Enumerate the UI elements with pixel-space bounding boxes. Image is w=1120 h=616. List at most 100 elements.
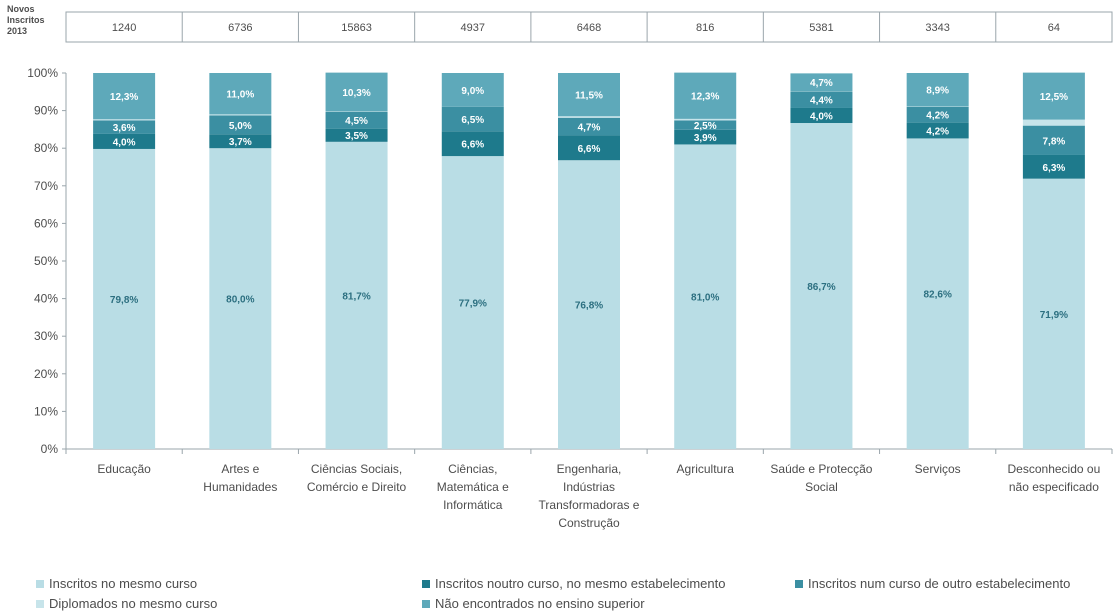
x-tick-label: Artes e (221, 462, 259, 476)
bar-segment (441, 106, 504, 132)
x-tick-label: Informática (443, 498, 503, 512)
data-label: 80,0% (226, 295, 254, 306)
bar-segment (674, 129, 737, 145)
bar-segment (558, 117, 620, 136)
legend-label: Inscritos num curso de outro estabelecim… (808, 576, 1071, 591)
bar-segment (209, 114, 272, 116)
bar-segment (790, 91, 853, 108)
x-tick-label: Ciências Sociais, (311, 462, 402, 476)
data-label: 4,5% (345, 116, 368, 127)
x-tick-label: Educação (97, 462, 151, 476)
data-label: 3,6% (113, 123, 136, 134)
bar-segment (790, 107, 853, 124)
header-value: 816 (696, 22, 714, 34)
y-tick-label: 20% (34, 367, 58, 381)
data-label: 4,0% (810, 111, 833, 122)
data-label: 6,6% (461, 140, 484, 151)
header-label-line: 2013 (7, 26, 27, 36)
y-tick-label: 30% (34, 329, 58, 343)
legend-item-diplomados: Diplomados no mesmo curso (36, 596, 217, 611)
bar-segment (441, 156, 504, 449)
header-label-line: Novos (7, 4, 35, 14)
bar-segment (209, 134, 272, 149)
bar-segment (1022, 125, 1085, 155)
data-label: 4,2% (926, 127, 949, 138)
x-tick-label: Matemática e (437, 480, 509, 494)
data-label: 11,0% (226, 90, 254, 101)
bar-segment (1022, 119, 1085, 126)
x-tick-label: Comércio e Direito (307, 480, 407, 494)
data-label: 5,0% (229, 121, 252, 132)
x-tick-label: Serviços (915, 462, 961, 476)
legend-label: Inscritos noutro curso, no mesmo estabel… (435, 576, 726, 591)
x-tick-label: Engenharia, (557, 462, 622, 476)
bar-segment (441, 131, 504, 157)
y-tick-label: 60% (34, 216, 58, 230)
data-label: 71,9% (1040, 310, 1068, 321)
data-label: 10,3% (342, 88, 370, 99)
bar-segment (93, 120, 156, 134)
data-label: 76,8% (575, 301, 603, 312)
header-value: 3343 (925, 22, 949, 34)
bar-segment (906, 122, 969, 139)
x-tick-label: Desconhecido ou (1008, 462, 1101, 476)
bar-segment (558, 160, 620, 449)
bar-segment (674, 118, 737, 121)
header-table-border (65, 11, 1113, 43)
bar-segment (325, 111, 388, 129)
data-label: 6,5% (461, 115, 484, 126)
y-tick-label: 90% (34, 104, 58, 118)
bar-segment (906, 138, 969, 449)
data-label: 7,8% (1042, 136, 1065, 147)
bar-segment (325, 141, 388, 450)
x-tick-label: não especificado (1009, 480, 1099, 494)
x-tick-label: Ciências, (448, 462, 497, 476)
bar-segment (674, 72, 737, 119)
x-tick-label: Social (805, 480, 838, 494)
header-value: 15863 (341, 22, 372, 34)
bar-segment (1022, 154, 1085, 179)
x-tick-label: Saúde e Protecção (770, 462, 872, 476)
data-label: 4,0% (113, 137, 136, 148)
data-label: 4,4% (810, 96, 833, 107)
legend-item-inscritos-mesmo-curso: Inscritos no mesmo curso (36, 576, 197, 591)
data-label: 86,7% (807, 282, 835, 293)
bar-segment (558, 135, 620, 161)
x-tick-label: Indústrias (563, 480, 615, 494)
y-tick-label: 80% (34, 141, 58, 155)
header-label-line: Inscritos (7, 15, 45, 25)
header-value: 5381 (809, 22, 833, 34)
data-label: 12,3% (691, 92, 719, 103)
bar-segment (209, 115, 272, 135)
bar-segment (558, 73, 620, 117)
bar-segment (93, 119, 156, 121)
y-tick-label: 100% (27, 66, 58, 80)
legend-label: Diplomados no mesmo curso (49, 596, 218, 611)
legend-label: Inscritos no mesmo curso (49, 576, 198, 591)
data-label: 3,9% (694, 133, 717, 144)
bar-segment (790, 123, 853, 450)
legend-swatch (422, 579, 430, 588)
bar-segment (325, 128, 388, 142)
data-label: 6,3% (1042, 163, 1065, 174)
bar-segment (93, 148, 156, 449)
bar-segment (790, 73, 853, 92)
data-label: 2,5% (694, 121, 717, 132)
bar-segment (209, 148, 272, 449)
header-value: 1240 (112, 22, 136, 34)
y-tick-label: 40% (34, 292, 58, 306)
header-value: 6468 (577, 22, 601, 34)
bar-segment (906, 106, 969, 123)
data-label: 11,5% (575, 91, 603, 102)
data-label: 81,7% (342, 291, 370, 302)
x-tick-label: Agricultura (677, 462, 735, 476)
data-label: 77,9% (459, 299, 487, 310)
bar-segment (558, 116, 620, 118)
data-label: 8,9% (926, 86, 949, 97)
bar-segment (441, 73, 504, 107)
bar-segment (93, 73, 156, 120)
bar-segment (325, 72, 388, 112)
data-label: 4,7% (578, 123, 601, 134)
header-value: 4937 (461, 22, 485, 34)
